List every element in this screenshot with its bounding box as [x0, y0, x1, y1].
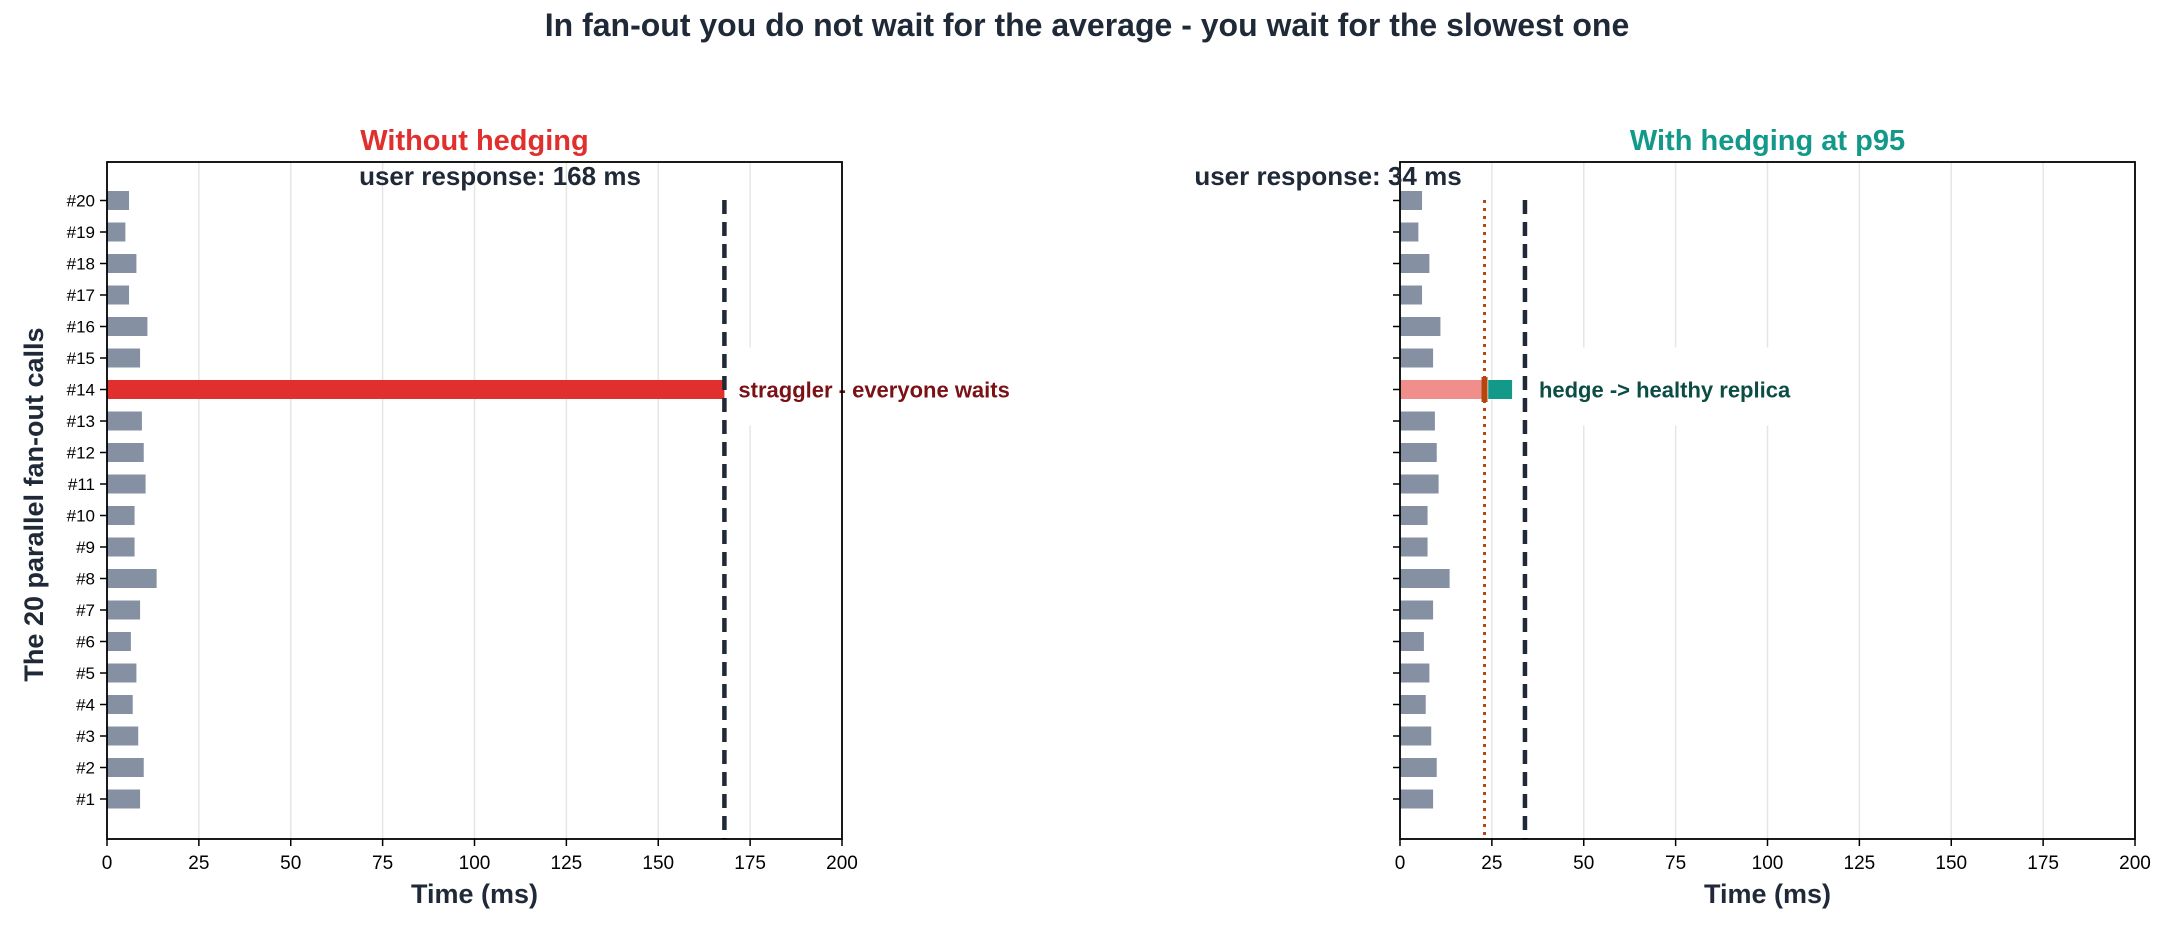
bar [1400, 695, 1426, 714]
x-tick-label: 100 [459, 853, 491, 874]
bar [107, 537, 135, 557]
y-tick-label: #10 [67, 507, 95, 526]
annotation-box [732, 347, 1033, 426]
bar [1400, 222, 1419, 242]
bar [107, 443, 144, 462]
y-tick-label: #13 [67, 412, 95, 431]
x-tick-label: 200 [2119, 853, 2151, 874]
bar [1400, 443, 1437, 462]
bar [107, 789, 141, 809]
y-tick-label: #5 [76, 664, 95, 683]
y-tick-label: #18 [67, 255, 95, 274]
y-tick-label: #20 [67, 192, 95, 211]
y-tick-label: #17 [67, 286, 95, 305]
y-tick-label: #1 [76, 790, 95, 809]
bar [107, 285, 130, 305]
response-time-label: user response: 34 ms [1194, 161, 1461, 191]
bar [1400, 663, 1430, 683]
bar [1400, 285, 1423, 305]
bar [107, 632, 131, 651]
response-time-label: user response: 168 ms [359, 161, 641, 191]
figure-title: In fan-out you do not wait for the avera… [545, 7, 1630, 43]
x-tick-label: 150 [1935, 853, 1967, 874]
bar [1400, 537, 1428, 557]
x-tick-label: 175 [2027, 853, 2059, 874]
bar [107, 758, 144, 777]
bar [107, 411, 142, 431]
y-tick-label: #6 [76, 633, 95, 652]
bar [107, 191, 130, 210]
bar [107, 695, 133, 714]
bar [1400, 506, 1428, 525]
bar [107, 600, 141, 620]
x-tick-label: 0 [1395, 853, 1406, 874]
bar [107, 348, 141, 368]
x-tick-label: 75 [1665, 853, 1686, 874]
x-tick-label: 0 [102, 853, 113, 874]
bar [107, 663, 137, 683]
y-tick-label: #7 [76, 601, 95, 620]
hedge-bar [1488, 380, 1513, 399]
bar [1400, 789, 1434, 809]
x-tick-label: 125 [1844, 853, 1876, 874]
bar [107, 506, 135, 525]
bar [107, 569, 157, 588]
y-tick-label: #9 [76, 538, 95, 557]
bar [107, 726, 139, 746]
x-tick-label: 200 [826, 853, 858, 874]
bar [1400, 317, 1441, 336]
x-tick-label: 125 [551, 853, 583, 874]
bar [1400, 348, 1434, 368]
y-tick-label: #15 [67, 349, 95, 368]
x-axis-label: Time (ms) [1704, 879, 1831, 909]
panel-title: Without hedging [360, 125, 588, 157]
y-tick-label: #14 [67, 381, 95, 400]
hedge-trigger-marker [1481, 377, 1488, 402]
x-tick-label: 50 [280, 853, 301, 874]
bar [1400, 569, 1450, 588]
y-tick-label: #11 [68, 475, 95, 494]
annotation-text: hedge -> healthy replica [1539, 378, 1791, 403]
bar [1400, 411, 1435, 431]
panel-with-hedging: hedge -> healthy replica 0 25 50 75 100 125 150… [1194, 125, 2151, 909]
bar [1400, 726, 1432, 746]
x-tick-label: 25 [188, 853, 209, 874]
bar [1400, 600, 1434, 620]
y-tick-label: #16 [67, 318, 95, 337]
y-tick-label: #19 [67, 223, 95, 242]
y-tick-label: #12 [67, 444, 95, 463]
x-tick-label: 50 [1573, 853, 1594, 874]
y-axis-label: The 20 parallel fan-out calls [19, 327, 49, 681]
bar [107, 317, 148, 336]
x-tick-label: 100 [1752, 853, 1784, 874]
x-tick-label: 175 [734, 853, 766, 874]
y-tick-label: #3 [76, 727, 95, 746]
bar [1400, 191, 1423, 210]
y-tick-label: #8 [76, 570, 95, 589]
bar [1400, 474, 1439, 494]
x-tick-label: 25 [1481, 853, 1502, 874]
annotation-text: straggler - everyone waits [738, 378, 1009, 403]
x-axis-label: Time (ms) [411, 879, 538, 909]
bar [107, 254, 137, 273]
x-tick-label: 75 [372, 853, 393, 874]
bar-highlight [107, 380, 725, 399]
panel-title: With hedging at p95 [1630, 125, 1905, 157]
bar [1400, 632, 1424, 651]
bar [1400, 758, 1437, 777]
bar-highlight [1400, 380, 1485, 399]
y-tick-label: #4 [76, 696, 95, 715]
bar [107, 222, 126, 242]
panel-without-hedging: straggler - everyone waits #1 #2 #3 #4 #5 #6 #7… [19, 125, 1033, 909]
annotation-box [1532, 347, 1833, 426]
y-tick-label: #2 [76, 759, 95, 778]
bar [107, 474, 146, 494]
x-tick-label: 150 [642, 853, 674, 874]
bar [1400, 254, 1430, 273]
